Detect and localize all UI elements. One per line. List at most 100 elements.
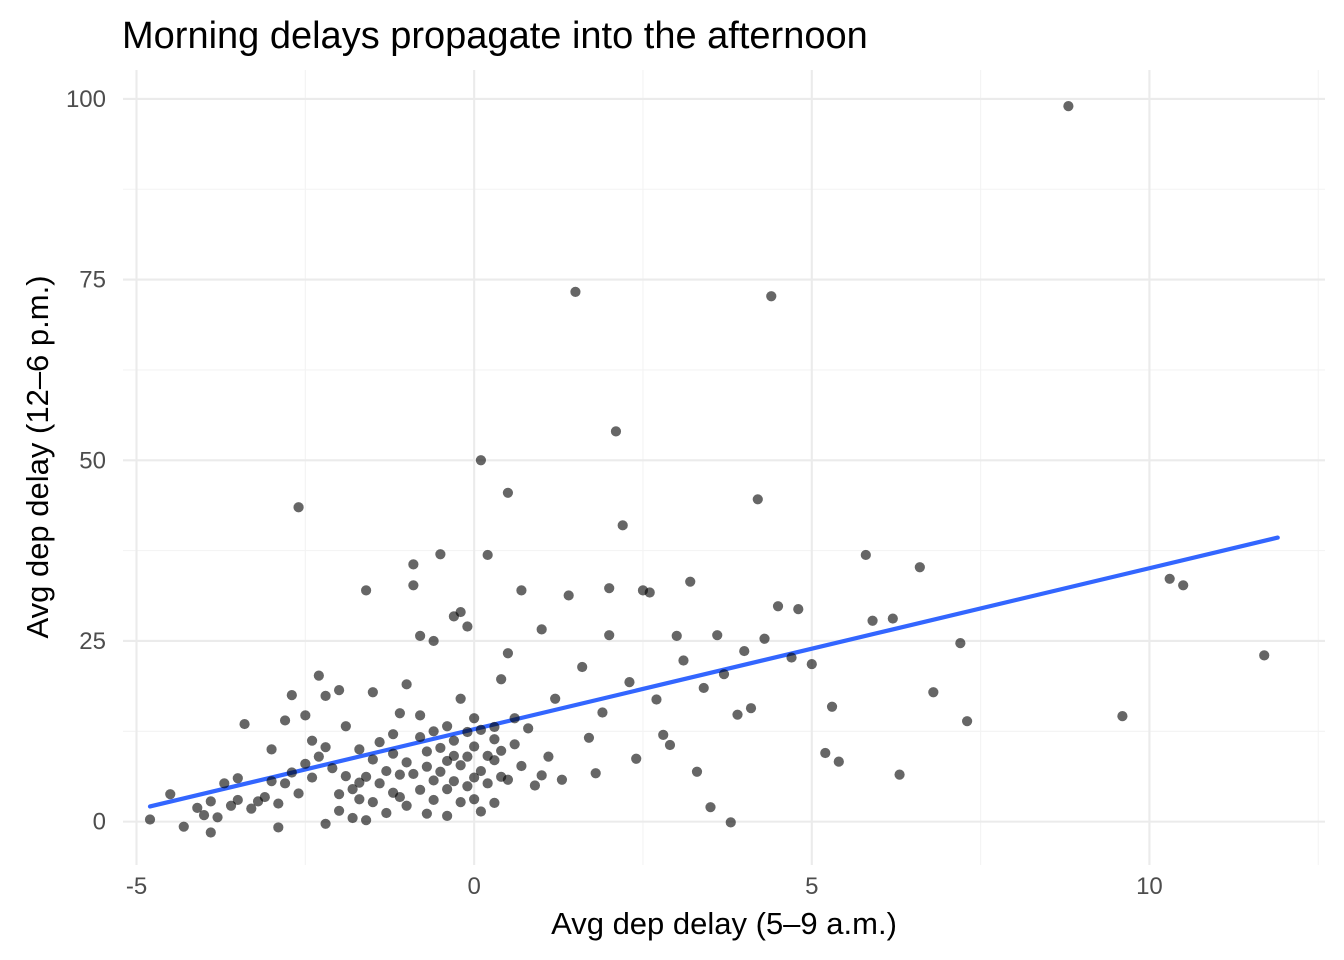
x-tick-label: 5 xyxy=(805,873,818,900)
scatter-point xyxy=(475,724,486,735)
scatter-point xyxy=(388,729,399,740)
x-tick-labels: -5 0 5 10 xyxy=(126,873,1163,900)
scatter-point xyxy=(361,585,372,596)
scatter-point xyxy=(590,768,601,779)
scatter-point xyxy=(394,708,405,719)
scatter-point xyxy=(1178,580,1189,591)
scatter-point xyxy=(752,494,763,505)
scatter-point xyxy=(955,638,966,649)
scatter-point xyxy=(448,750,459,761)
scatter-point xyxy=(928,687,939,698)
scatter-point xyxy=(482,778,493,789)
scatter-point xyxy=(489,734,500,745)
scatter-point xyxy=(279,778,291,789)
scatter-point xyxy=(482,549,493,561)
scatter-point xyxy=(428,726,439,737)
scatter-point xyxy=(1164,573,1175,584)
scatter-point xyxy=(374,778,385,789)
scatter-point xyxy=(313,670,324,681)
scatter-point xyxy=(421,761,432,772)
scatter-point xyxy=(489,797,500,808)
scatter-point xyxy=(333,789,345,800)
y-axis-label: Avg dep delay (12–6 p.m.) xyxy=(20,275,55,638)
scatter-point xyxy=(361,815,372,826)
scatter-point xyxy=(705,802,716,813)
scatter-point xyxy=(198,810,210,821)
scatter-point xyxy=(772,601,784,612)
scatter-point xyxy=(658,729,669,741)
scatter-point xyxy=(212,812,223,823)
scatter-point xyxy=(266,744,277,755)
scatter-point xyxy=(631,753,642,764)
y-tick-labels: 0 25 50 75 100 xyxy=(66,86,106,836)
scatter-point xyxy=(232,794,243,806)
scatter-point xyxy=(698,682,709,694)
scatter-point xyxy=(401,757,412,768)
scatter-point xyxy=(786,652,797,663)
scatter-point xyxy=(381,807,392,819)
scatter-point xyxy=(421,808,432,819)
scatter-point xyxy=(469,741,480,752)
scatter-point xyxy=(333,805,345,816)
scatter-point xyxy=(394,791,405,803)
scatter-point xyxy=(394,769,405,780)
scatter-point xyxy=(462,751,473,762)
scatter-point xyxy=(340,771,351,782)
scatter-point xyxy=(144,814,156,825)
y-tick-label: 25 xyxy=(79,628,106,655)
scatter-point xyxy=(232,773,243,784)
chart-title: Morning delays propagate into the aftern… xyxy=(122,15,868,57)
scatter-point xyxy=(475,765,486,777)
scatter-point xyxy=(455,693,466,704)
scatter-point xyxy=(469,794,480,805)
scatter-point xyxy=(489,721,500,733)
scatter-point xyxy=(442,721,453,732)
scatter-point xyxy=(516,760,527,772)
scatter-point xyxy=(320,690,331,701)
scatter-point xyxy=(340,721,351,732)
scatter-point xyxy=(273,822,284,833)
scatter-point xyxy=(246,803,257,814)
x-tick-label: 0 xyxy=(467,873,480,900)
scatter-point xyxy=(455,760,466,771)
scatter-point xyxy=(462,726,473,738)
scatter-point xyxy=(718,669,730,680)
scatter-point xyxy=(509,713,520,724)
y-tick-label: 0 xyxy=(93,809,106,836)
trend-line xyxy=(147,535,1280,809)
scatter-point xyxy=(570,286,581,297)
scatter-point xyxy=(354,777,365,788)
scatter-point xyxy=(894,769,905,780)
scatter-point xyxy=(678,655,689,666)
scatter-point xyxy=(502,774,514,785)
scatter-point xyxy=(347,784,358,795)
scatter-point xyxy=(313,751,324,762)
scatter-point xyxy=(448,735,459,746)
scatter-point xyxy=(442,784,453,795)
scatter-point xyxy=(732,709,743,720)
scatter-point xyxy=(691,766,703,777)
scatter-point xyxy=(286,690,297,701)
scatter-point xyxy=(192,802,203,814)
scatter-point xyxy=(293,502,304,513)
scatter-point xyxy=(306,772,318,783)
y-tick-label: 50 xyxy=(79,447,106,474)
scatter-point xyxy=(428,775,439,786)
scatter-point xyxy=(286,767,297,778)
scatter-point xyxy=(408,768,419,780)
scatter-point xyxy=(806,658,817,670)
scatter-point xyxy=(401,679,412,690)
scatter-point xyxy=(367,797,378,808)
scatter-point xyxy=(516,585,527,596)
scatter-point xyxy=(361,771,372,782)
scatter-point xyxy=(651,694,662,705)
scatter-point xyxy=(820,747,831,759)
scatter-point xyxy=(415,784,426,795)
x-tick-label: 10 xyxy=(1136,873,1163,900)
scatter-point xyxy=(469,772,480,783)
scatter-point xyxy=(523,723,534,734)
scatter-point xyxy=(536,624,547,635)
scatter-point xyxy=(428,635,439,647)
trend-line-group xyxy=(147,535,1280,809)
scatter-point xyxy=(300,710,311,721)
